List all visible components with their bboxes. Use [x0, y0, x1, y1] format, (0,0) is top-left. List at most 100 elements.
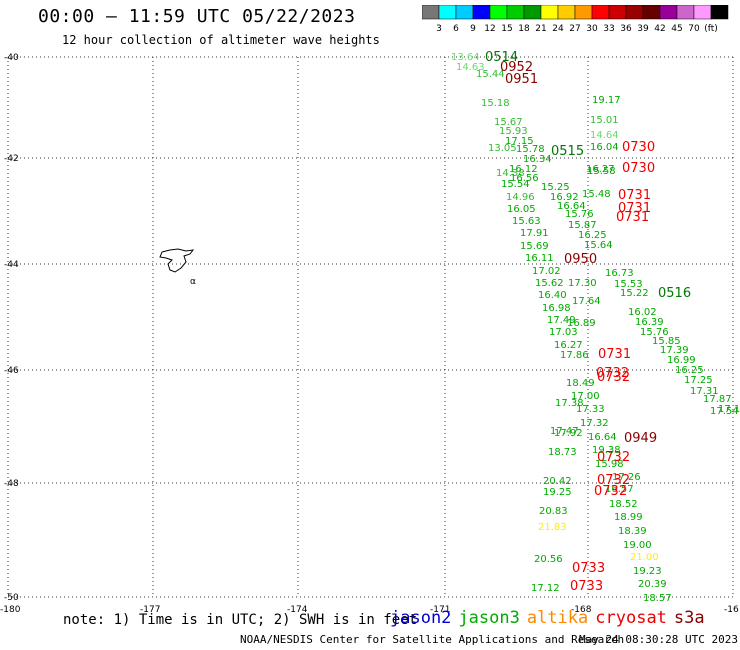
swh-value: 14.38	[496, 168, 525, 179]
colorbar-label: 45	[671, 24, 682, 34]
swh-value: 17.31	[690, 386, 719, 397]
swh-value: 17.25	[684, 375, 713, 386]
swh-value: 18.49	[566, 378, 595, 389]
swh-value: 17.15	[505, 136, 534, 147]
swh-value: 15.93	[499, 126, 528, 137]
colorbar-swatch	[540, 4, 559, 20]
legend-item-jason3: jason3	[458, 608, 520, 628]
pass-time-label: 0733	[570, 579, 603, 594]
page-subtitle: 12 hour collection of altimeter wave hei…	[62, 33, 380, 47]
latitude-label: -44	[4, 260, 19, 270]
swh-value: 15.76	[640, 327, 669, 338]
colorbar-label: 12	[484, 24, 495, 34]
colorbar-label: 6	[453, 24, 459, 34]
swh-value: 18.52	[609, 499, 638, 510]
swh-value: 21.83	[538, 522, 567, 533]
swh-value: 16.12	[509, 164, 538, 175]
colorbar-swatch	[574, 4, 593, 20]
swh-value: 16.27	[554, 340, 583, 351]
colorbar-swatch	[659, 4, 678, 20]
island-outline: α	[159, 248, 196, 287]
swh-value: 14.64	[590, 130, 619, 141]
swh-value: 15.22	[620, 288, 649, 299]
swh-value: 15.85	[652, 336, 681, 347]
swh-value: 15.18	[481, 98, 510, 109]
colorbar-swatch	[438, 4, 457, 20]
swh-value: 17.54	[710, 406, 739, 417]
swh-value: 15.53	[614, 279, 643, 290]
swh-value: 16.34	[523, 154, 552, 165]
swh-value: 15.67	[494, 117, 523, 128]
swh-value: 15.44	[476, 69, 505, 80]
colorbar-label: 27	[569, 24, 580, 34]
colorbar-swatch	[489, 4, 508, 20]
colorbar-swatch	[608, 4, 627, 20]
swh-value: 15.76	[565, 209, 594, 220]
generation-timestamp: May 24 08:30:28 UTC 2023	[579, 633, 738, 646]
longitude-label: -177	[140, 605, 160, 615]
swh-value: 16.27	[586, 164, 615, 175]
swh-value: 17.00	[571, 391, 600, 402]
island-label: α	[190, 277, 196, 287]
pass-time-label: 0731	[598, 347, 631, 362]
swh-value: 20.56	[534, 554, 563, 565]
swh-value: 16.57	[605, 484, 634, 495]
swh-value: 17.91	[520, 228, 549, 239]
swh-value: 16.39	[635, 317, 664, 328]
swh-value: 19.25	[543, 487, 572, 498]
colorbar-label: 15	[501, 24, 512, 34]
pass-time-label: 0732	[594, 484, 627, 499]
pass-time-label: 0732	[597, 450, 630, 465]
colorbar-label: 21	[535, 24, 546, 34]
swh-value: 18.73	[548, 447, 577, 458]
pass-time-label: 0730	[622, 161, 655, 176]
latitude-label: -50	[4, 593, 19, 603]
swh-value: 17.86	[560, 350, 589, 361]
swh-value: 14.63	[456, 62, 485, 73]
swh-value: 16.92	[550, 192, 579, 203]
swh-value: 17.33	[576, 404, 605, 415]
swh-value: 15.98	[595, 459, 624, 470]
credit-text: NOAA/NESDIS Center for Satellite Applica…	[240, 633, 625, 646]
colorbar-label: 36	[620, 24, 632, 34]
pass-time-label: 0952	[500, 60, 533, 75]
page-title: 00:00 – 11:59 UTC 05/22/2023	[38, 6, 356, 27]
colorbar-label: 33	[603, 24, 614, 34]
colorbar-swatch	[710, 4, 729, 20]
colorbar-label: 9	[470, 24, 476, 34]
longitude-label: -180	[0, 605, 21, 615]
colorbar-label: (ft)	[704, 24, 718, 34]
swh-value: 13.64	[451, 52, 480, 63]
swh-value: 13.05	[488, 143, 517, 154]
colorbar-swatch	[455, 4, 474, 20]
pass-time-label: 0732	[596, 366, 629, 381]
swh-value: 15.48	[582, 189, 611, 200]
colorbar-label: 39	[637, 24, 649, 34]
colorbar-label: 3	[436, 24, 442, 34]
swh-value: 17.30	[568, 278, 597, 289]
swh-value: 16.11	[525, 253, 554, 264]
longitude-labels: -180 -177 -174 -171 -168 -16	[0, 605, 739, 615]
pass-time-label: 0949	[624, 431, 657, 446]
pass-time-label: 0732	[597, 473, 630, 488]
pass-time-label: 0951	[505, 72, 538, 87]
latitude-label: -48	[4, 479, 19, 489]
swh-value: 16.25	[578, 230, 607, 241]
swh-value: 15.25	[541, 182, 570, 193]
swh-value: 14.96	[506, 192, 535, 203]
swh-value: 15.69	[520, 241, 549, 252]
swh-value: 17.32	[580, 418, 609, 429]
swh-value: 17.26	[612, 472, 641, 483]
swh-value: 21.00	[630, 552, 659, 563]
swh-value: 20.83	[539, 506, 568, 517]
longitude-label: -174	[287, 605, 308, 615]
swh-value: 17.11	[718, 404, 740, 415]
swh-value: 16.73	[605, 268, 634, 279]
legend-item-s3a: s3a	[673, 608, 705, 628]
colorbar-swatch	[472, 4, 491, 20]
colorbar-label: 42	[654, 24, 665, 34]
colorbar-swatch	[625, 4, 644, 20]
swh-value: 16.40	[538, 290, 567, 301]
swh-value: 16.05	[507, 204, 536, 215]
